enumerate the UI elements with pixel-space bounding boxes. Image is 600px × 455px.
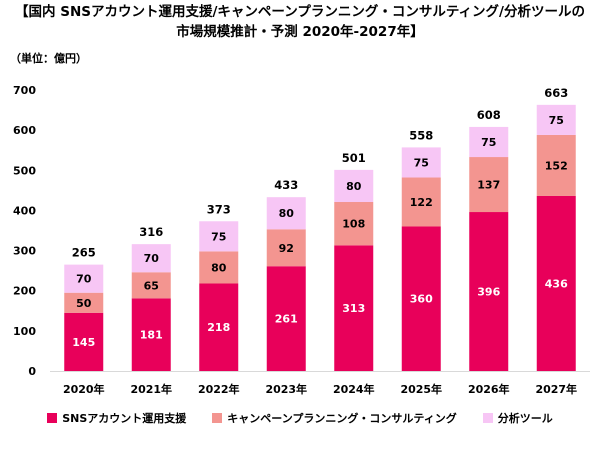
y-tick-label: 200 — [13, 285, 36, 298]
legend: SNSアカウント運用支援 キャンペーンプランニング・コンサルティング 分析ツール — [0, 410, 600, 426]
unit-label: （単位：億円） — [10, 52, 87, 65]
legend-swatch — [482, 413, 493, 423]
x-tick-label: 2024年 — [333, 382, 375, 396]
y-axis: 0 100 200 300 400 500 600 700 — [13, 84, 36, 378]
bar-segment — [266, 197, 306, 230]
x-tick-label: 2025年 — [400, 382, 442, 396]
x-tick-label: 2023年 — [265, 382, 307, 396]
data-label: 80 — [279, 207, 295, 220]
x-tick-label: 2022年 — [198, 382, 240, 396]
data-label: 152 — [545, 159, 568, 172]
bar-segment — [536, 195, 576, 371]
bar-segment — [401, 177, 441, 227]
bars: 145 50 70 265 181 65 70 316 218 80 75 373 261 92 80 433… — [50, 86, 590, 372]
x-tick-label: 2027年 — [535, 382, 577, 396]
bar-segment — [469, 157, 509, 213]
y-tick-label: 0 — [28, 365, 36, 378]
bar-segment — [334, 245, 374, 371]
bar-segment — [64, 292, 104, 313]
data-label: 92 — [279, 242, 294, 255]
data-label: 145 — [72, 336, 95, 349]
chart-title-line1: 【国内 SNSアカウント運用支援/キャンペーンプランニング・コンサルティング/分… — [15, 4, 585, 20]
data-label: 122 — [410, 196, 433, 209]
x-tick-label: 2020年 — [63, 382, 105, 396]
legend-swatch — [47, 413, 58, 423]
y-tick-label: 400 — [13, 204, 36, 217]
data-label: 137 — [477, 179, 500, 192]
bar-segment — [334, 201, 374, 246]
bar-segment — [536, 104, 576, 135]
bar-segment — [266, 266, 306, 371]
data-label: 218 — [207, 321, 230, 334]
x-axis: 2020年 2021年 2022年 2023年 2024年 2025年 2026年 2027年 — [63, 382, 577, 396]
total-label: 316 — [139, 225, 163, 239]
x-tick-label: 2021年 — [130, 382, 172, 396]
bar-segment — [131, 244, 171, 273]
legend-label: 分析ツール — [497, 412, 553, 425]
bar-segment — [64, 264, 104, 293]
legend-label: キャンペーンプランニング・コンサルティング — [227, 412, 457, 425]
data-label: 75 — [414, 156, 429, 169]
bar-segment — [199, 251, 239, 284]
bar-segment — [469, 126, 509, 158]
data-label: 50 — [76, 297, 92, 310]
bar-segment — [536, 134, 576, 196]
legend-item: キャンペーンプランニング・コンサルティング — [212, 410, 457, 426]
total-label: 265 — [72, 246, 96, 260]
data-label: 360 — [410, 293, 433, 306]
data-label: 261 — [275, 313, 298, 326]
bar-segment — [334, 169, 374, 202]
total-label: 558 — [409, 128, 433, 142]
data-label: 75 — [211, 230, 226, 243]
legend-item: SNSアカウント運用支援 — [47, 410, 186, 426]
y-tick-label: 700 — [13, 84, 36, 97]
y-tick-label: 500 — [13, 164, 36, 177]
data-label: 396 — [477, 286, 500, 299]
data-label: 80 — [346, 180, 362, 193]
bar-segment — [131, 298, 171, 371]
data-label: 313 — [342, 302, 365, 315]
x-tick-label: 2026年 — [468, 382, 510, 396]
total-label: 373 — [207, 202, 231, 216]
data-label: 75 — [481, 136, 496, 149]
total-label: 608 — [477, 108, 501, 122]
y-tick-label: 300 — [13, 245, 36, 258]
bar-segment — [199, 221, 239, 252]
data-label: 108 — [342, 218, 365, 231]
legend-label: SNSアカウント運用支援 — [62, 412, 187, 425]
bar-segment — [401, 226, 441, 371]
total-label: 501 — [342, 151, 366, 165]
chart-title-line2: 市場規模推計・予測 2020年-2027年】 — [176, 24, 424, 40]
y-tick-label: 600 — [13, 124, 36, 137]
bar-segment — [64, 312, 104, 371]
bar-segment — [266, 229, 306, 267]
data-label: 181 — [140, 329, 163, 342]
data-label: 65 — [144, 279, 159, 292]
data-label: 70 — [144, 252, 160, 265]
data-label: 80 — [211, 261, 227, 274]
bar-segment — [199, 283, 239, 371]
bar-segment — [131, 272, 171, 299]
bar-segment — [469, 212, 509, 371]
chart-title: 【国内 SNSアカウント運用支援/キャンペーンプランニング・コンサルティング/分… — [0, 2, 600, 42]
total-label: 433 — [274, 178, 298, 192]
legend-item: 分析ツール — [482, 410, 553, 426]
y-tick-label: 100 — [13, 325, 36, 338]
total-label: 663 — [544, 86, 568, 100]
data-label: 70 — [76, 273, 92, 286]
bar-segment — [401, 147, 441, 178]
legend-swatch — [212, 413, 223, 423]
data-label: 75 — [549, 114, 564, 127]
data-label: 436 — [545, 277, 568, 290]
